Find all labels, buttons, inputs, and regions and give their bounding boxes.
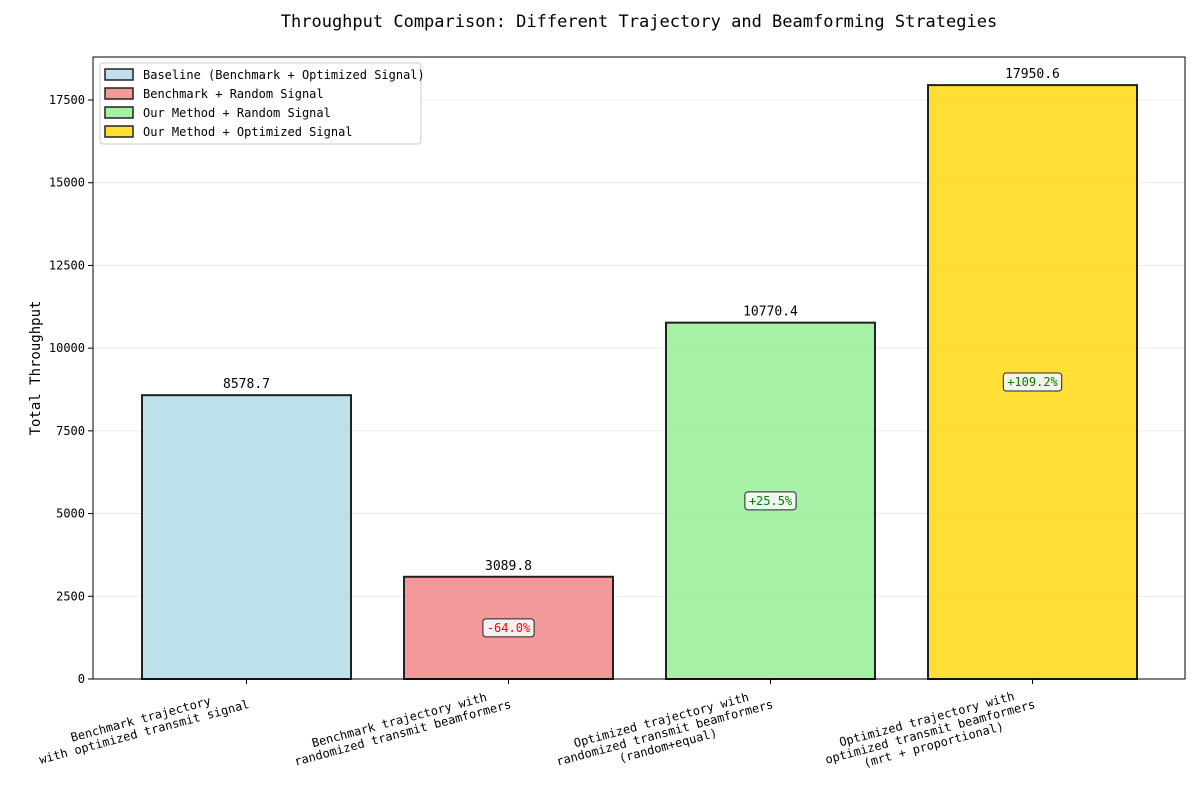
percent-annotation: +109.2% xyxy=(1002,372,1063,392)
y-tick-label: 0 xyxy=(78,672,85,686)
legend-swatch xyxy=(104,106,134,119)
percent-annotation: +25.5% xyxy=(744,491,797,511)
legend-label: Our Method + Optimized Signal xyxy=(143,125,353,139)
legend: Baseline (Benchmark + Optimized Signal) B… xyxy=(99,62,425,145)
legend-swatch xyxy=(104,125,134,138)
legend-box xyxy=(99,62,422,145)
x-tick-label: Optimized trajectory withrandomized tran… xyxy=(551,684,778,781)
percent-annotation-box xyxy=(1002,372,1063,392)
bars: 8578.7 3089.8 10770.4 17950.6 xyxy=(141,67,1138,681)
x-tick-label: Benchmark trajectorywith optimized trans… xyxy=(34,684,250,766)
percent-annotation: -64.0% xyxy=(482,618,535,638)
y-tick-label: 2500 xyxy=(56,589,85,603)
legend-label: Benchmark + Random Signal xyxy=(143,87,324,101)
percent-change-label: -64.0% xyxy=(487,621,531,635)
y-tick-label: 12500 xyxy=(49,258,85,272)
chart-title: Throughput Comparison: Different Traject… xyxy=(281,12,997,32)
bar-value-label: 10770.4 xyxy=(743,305,798,320)
legend-swatch xyxy=(104,68,134,81)
bar-value-label: 3089.8 xyxy=(485,559,532,574)
y-axis-label: Total Throughput xyxy=(28,301,44,436)
percent-change-label: +109.2% xyxy=(1007,375,1058,389)
legend-swatch xyxy=(104,87,134,100)
percent-change-label: +25.5% xyxy=(749,494,793,508)
bar xyxy=(141,394,352,680)
y-tick-label: 5000 xyxy=(56,507,85,521)
y-tick-label: 17500 xyxy=(49,93,85,107)
plot-frame xyxy=(92,56,1186,680)
legend-label: Baseline (Benchmark + Optimized Signal) xyxy=(143,68,425,82)
bar-value-label: 8578.7 xyxy=(223,377,270,392)
y-tick-label: 10000 xyxy=(49,341,85,355)
legend-label: Our Method + Random Signal xyxy=(143,106,331,120)
bar-value-label: 17950.6 xyxy=(1005,67,1060,82)
percent-annotation-box xyxy=(482,618,535,638)
y-tick-label: 15000 xyxy=(49,176,85,190)
y-tick-label: 7500 xyxy=(56,424,85,438)
x-tick-label: Optimized trajectory withoptimized trans… xyxy=(820,684,1040,779)
percent-annotations: -64.0% +25.5% +109.2% xyxy=(482,372,1063,638)
x-tick-label: Benchmark trajectory withrandomized tran… xyxy=(289,684,512,768)
percent-annotation-box xyxy=(744,491,797,511)
